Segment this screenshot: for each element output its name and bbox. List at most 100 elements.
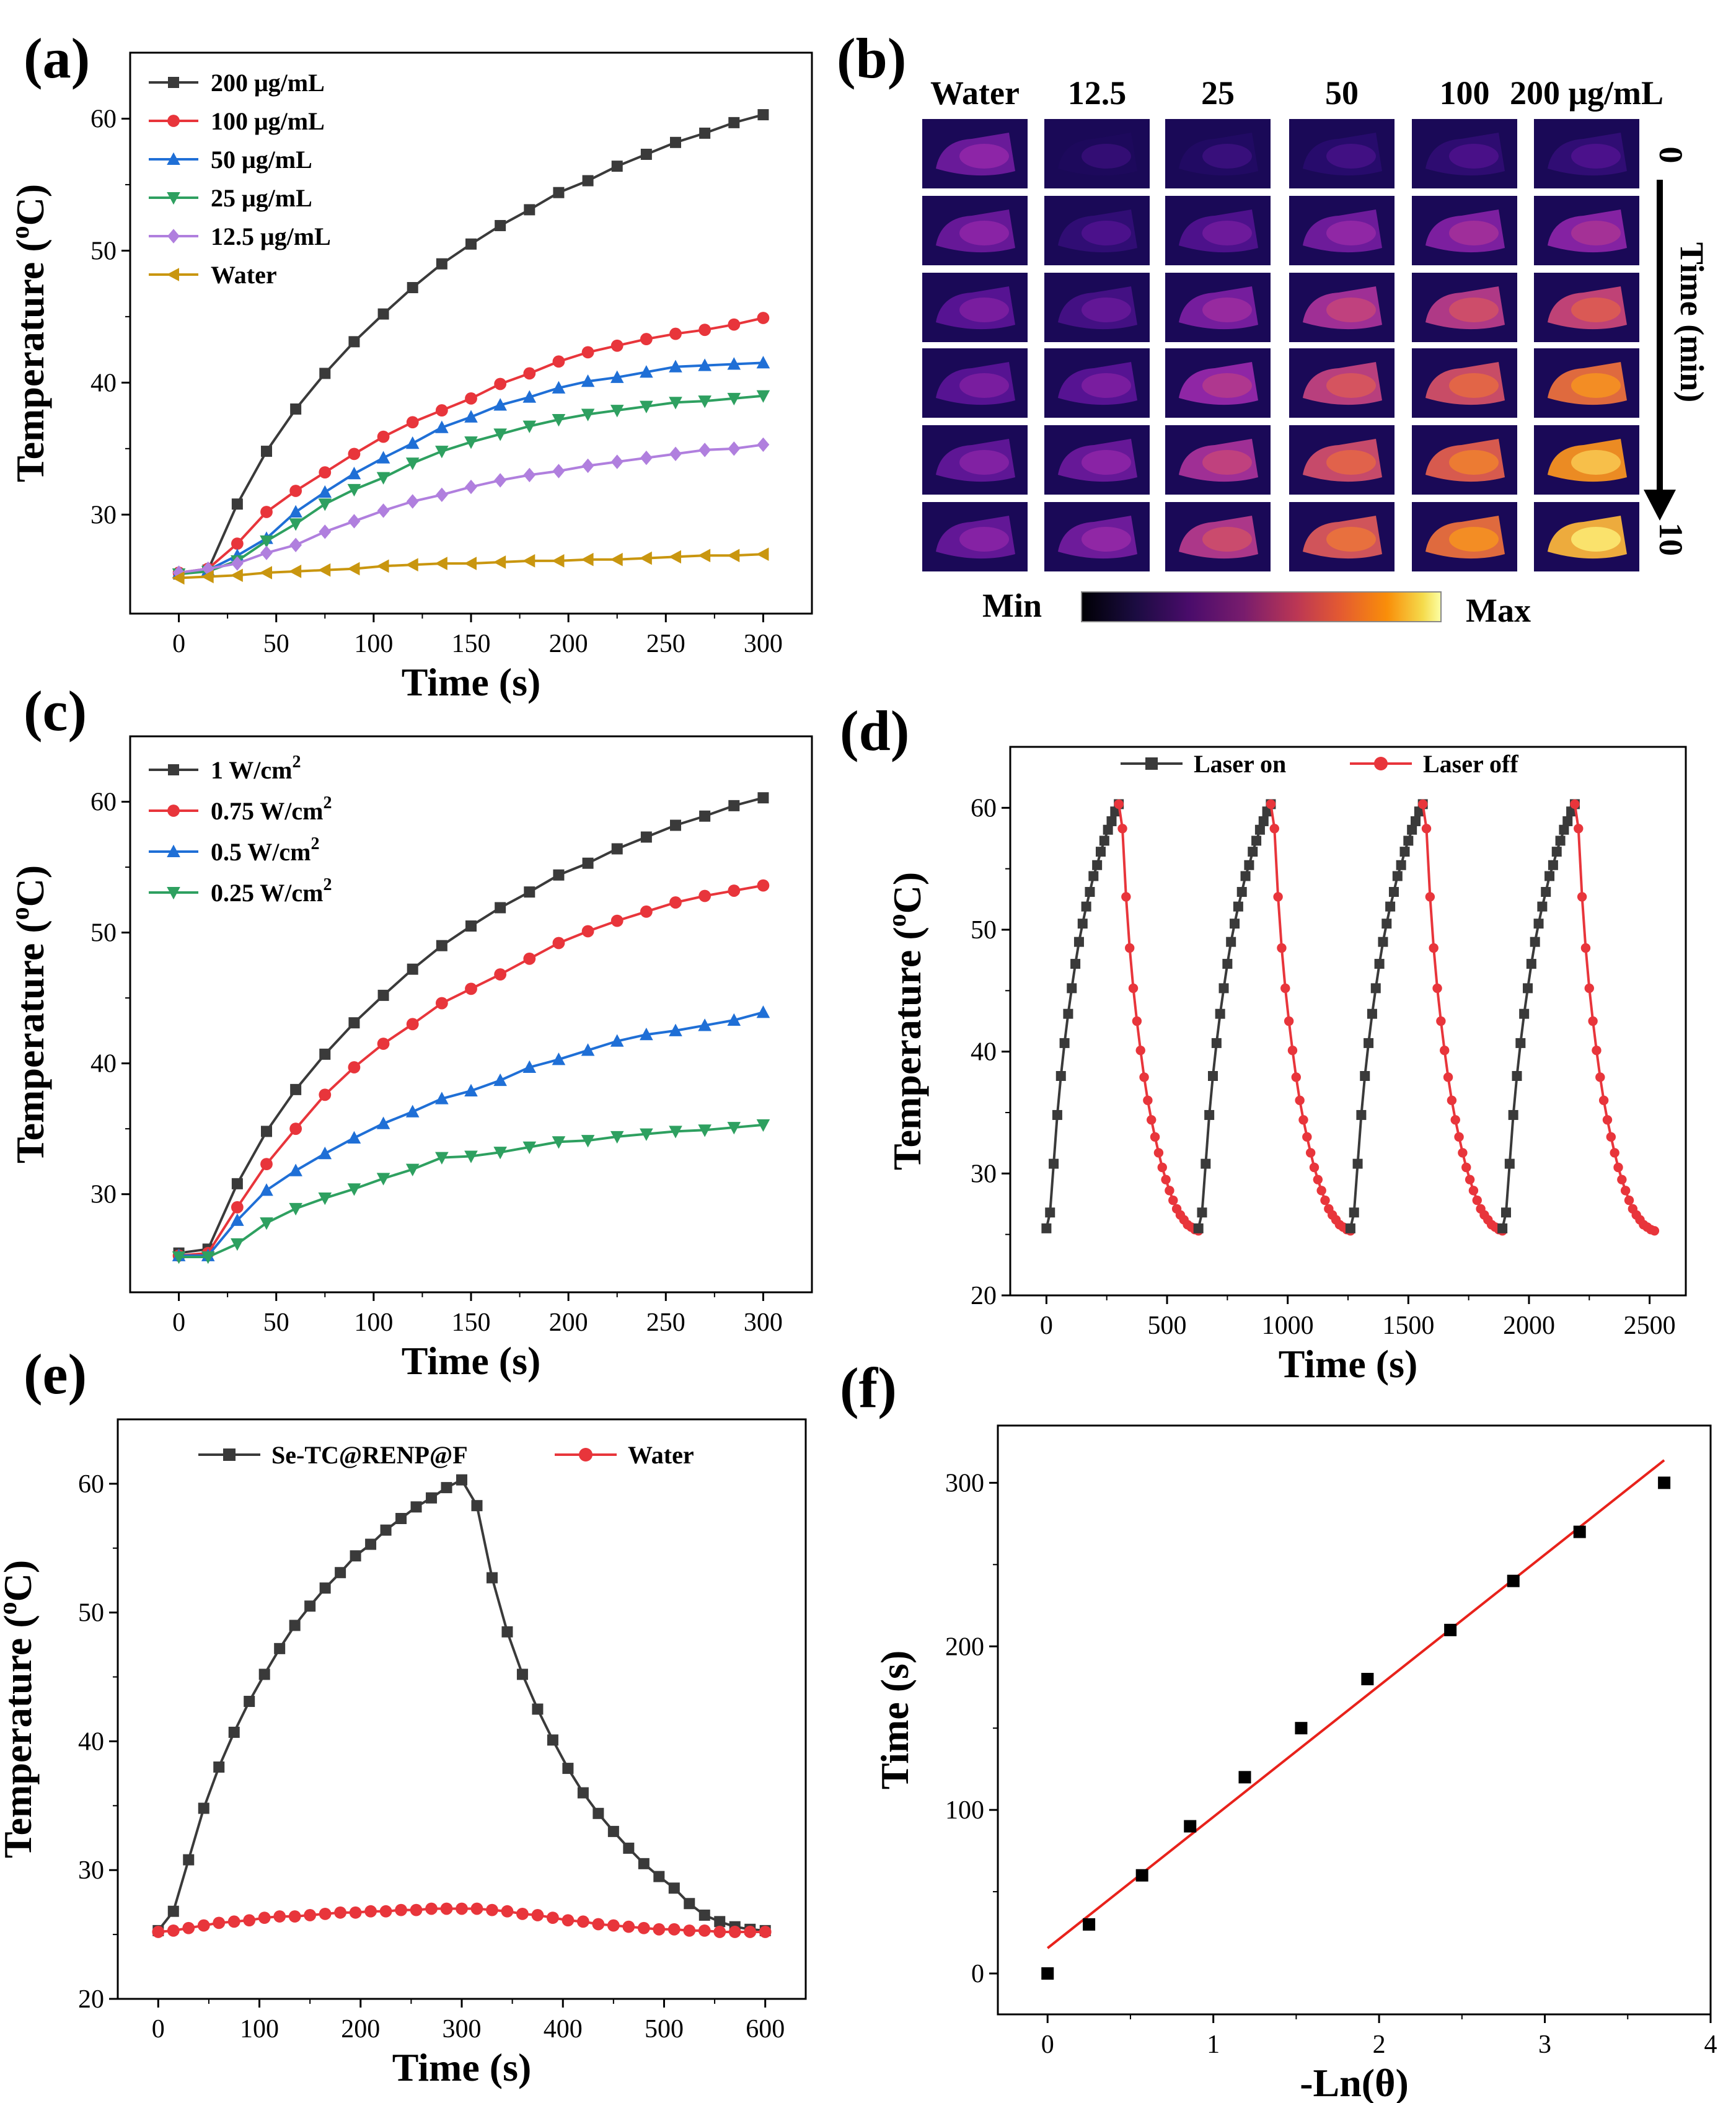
series-point — [377, 308, 389, 320]
laser-off-point — [1574, 824, 1584, 834]
laser-on-point — [1070, 959, 1081, 969]
laser-on-point — [1067, 983, 1077, 994]
series-point — [319, 1582, 331, 1594]
x-tick-label: 200 — [341, 2015, 380, 2043]
laser-off-point — [1617, 1175, 1627, 1184]
series-point — [610, 1131, 624, 1144]
laser-on-point — [1041, 1223, 1052, 1233]
laser-on-point — [1073, 937, 1084, 947]
laser-on-point — [1512, 1071, 1522, 1081]
legend-label: 25 μg/mL — [211, 184, 312, 212]
sample-core — [1326, 298, 1376, 322]
time-start-label: 0 — [1652, 147, 1690, 164]
series-point — [319, 524, 332, 539]
laser-off-point — [1150, 1132, 1160, 1142]
series-point — [522, 554, 535, 568]
series-point — [640, 365, 653, 378]
x-tick-label: 2 — [1373, 2030, 1386, 2059]
y-tick-label: 20 — [971, 1282, 997, 1310]
series-point — [581, 1043, 595, 1056]
sample-core — [1571, 527, 1621, 552]
laser-off-point — [1454, 1132, 1464, 1142]
x-tick-label: 300 — [744, 1308, 783, 1337]
sample-core — [1202, 144, 1252, 169]
sample-core — [1449, 450, 1499, 475]
series-point — [440, 1902, 453, 1915]
legend-marker — [168, 77, 179, 88]
laser-on-point — [1562, 816, 1573, 826]
legend-label: 0.5 W/cm2 — [211, 834, 319, 866]
laser-off-point — [1436, 1016, 1446, 1026]
series-point — [231, 1213, 244, 1226]
laser-off-point — [1309, 1162, 1320, 1173]
laser-on-point — [1204, 1109, 1215, 1120]
series-point — [172, 1251, 186, 1264]
series-point — [407, 282, 418, 294]
laser-off-point — [1139, 1072, 1149, 1082]
legend-label-text: 200 μg/mL — [211, 69, 325, 97]
series-point — [698, 358, 712, 371]
series-point — [577, 1787, 589, 1799]
panel-label-c: (c) — [24, 679, 87, 743]
x-tick-label: 1000 — [1262, 1312, 1314, 1340]
laser-on-point — [1378, 937, 1388, 947]
series-point — [465, 982, 477, 995]
y-axis-title-sup: o — [6, 907, 35, 920]
series-point — [728, 318, 741, 331]
legend-label: Laser on — [1194, 750, 1286, 778]
series-point — [683, 1924, 696, 1937]
y-tick-label: 300 — [945, 1469, 984, 1497]
y-axis-title: Temperature (oC) — [0, 1560, 40, 1858]
laser-off-point — [1610, 1148, 1619, 1158]
series-point — [728, 884, 741, 897]
series-point — [684, 1898, 695, 1910]
series-point — [493, 1073, 507, 1087]
laser-on-point — [1236, 887, 1247, 897]
series-point — [347, 1183, 361, 1196]
panel-label-e: (e) — [24, 1342, 87, 1406]
series-point — [592, 1918, 605, 1931]
laser-off-point — [1298, 1115, 1308, 1125]
series-point — [464, 1150, 478, 1163]
x-tick-label: 500 — [1148, 1312, 1187, 1340]
series-point — [552, 554, 565, 568]
laser-off-point — [1165, 1186, 1174, 1196]
laser-off-point — [1577, 892, 1587, 902]
series-point — [494, 377, 507, 390]
laser-off-point — [1168, 1195, 1178, 1206]
series-point — [365, 1538, 377, 1550]
laser-on-point — [1364, 1038, 1374, 1048]
laser-on-point — [1088, 871, 1099, 881]
series-point — [669, 397, 682, 410]
laser-on-point — [1059, 1038, 1070, 1048]
laser-on-point — [1077, 919, 1088, 929]
laser-on-point — [1218, 983, 1229, 994]
y-axis-title-text: Temperature ( — [8, 239, 52, 482]
x-tick-label: 0 — [172, 1308, 185, 1337]
series-point — [531, 1909, 544, 1921]
laser-off-point — [1417, 799, 1428, 809]
series-point — [319, 1048, 331, 1060]
series-point — [562, 1914, 575, 1927]
series-point — [183, 1854, 195, 1866]
y-axis-title: Temperature (oC) — [6, 865, 52, 1163]
series-point — [259, 566, 272, 580]
series-point — [407, 963, 418, 975]
laser-off-point — [1649, 1226, 1660, 1236]
y-axis-title-tail: C) — [8, 865, 52, 907]
x-axis-title: Time (s) — [392, 2045, 532, 2089]
laser-on-point — [1504, 1158, 1515, 1169]
laser-off-point — [1316, 1186, 1326, 1196]
laser-off-point — [1472, 1195, 1482, 1206]
x-axis-title: -Ln(θ) — [1300, 2061, 1409, 2103]
laser-on-point — [1201, 1158, 1211, 1169]
series-point — [377, 503, 390, 518]
laser-on-point — [1396, 860, 1406, 870]
sample-core — [1571, 221, 1621, 245]
sample-core — [1449, 527, 1499, 552]
laser-off-point — [1592, 1046, 1602, 1056]
series-point — [493, 555, 506, 569]
series-point — [622, 1920, 635, 1933]
laser-on-point — [1544, 871, 1555, 881]
